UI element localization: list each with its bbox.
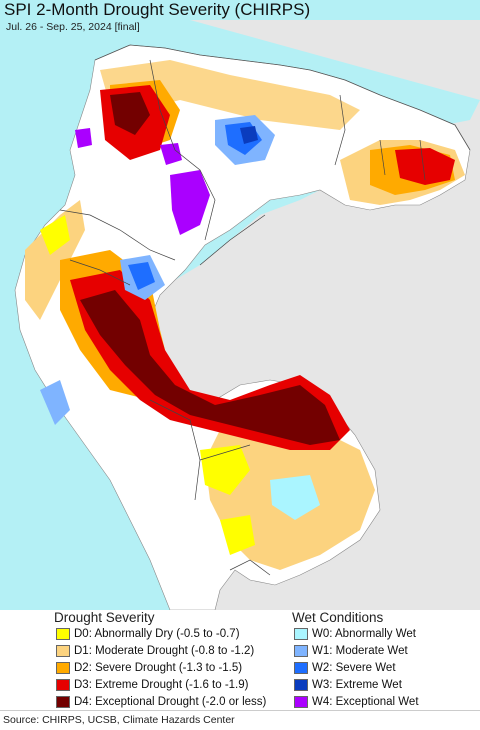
- source-text: Source: CHIRPS, UCSB, Climate Hazards Ce…: [3, 714, 235, 726]
- legend-item-d4: D4: Exceptional Drought (-2.0 or less): [56, 695, 266, 709]
- legend-item-d3: D3: Extreme Drought (-1.6 to -1.9): [56, 678, 248, 692]
- legend-label-d2: D2: Severe Drought (-1.3 to -1.5): [74, 662, 243, 674]
- legend-item-w1: W1: Moderate Wet: [294, 644, 408, 658]
- swatch-d0: [56, 628, 70, 640]
- d4-region-colombia: [110, 92, 150, 135]
- legend-item-w0: W0: Abnormally Wet: [294, 627, 416, 641]
- legend-item-d1: D1: Moderate Drought (-0.8 to -1.2): [56, 644, 254, 658]
- swatch-w4: [294, 696, 308, 708]
- d3-region-guiana: [395, 148, 455, 185]
- wet-legend-title: Wet Conditions: [292, 610, 384, 625]
- legend-label-d1: D1: Moderate Drought (-0.8 to -1.2): [74, 645, 255, 657]
- coastline: [94, 44, 471, 151]
- w3-region-1: [240, 126, 258, 144]
- swatch-w1: [294, 645, 308, 657]
- legend-label-d3: D3: Extreme Drought (-1.6 to -1.9): [74, 679, 249, 691]
- swatch-d3: [56, 679, 70, 691]
- w4-region-1: [170, 170, 210, 235]
- legend-label-d0: D0: Abnormally Dry (-0.5 to -0.7): [74, 628, 240, 640]
- legend-label-w0: W0: Abnormally Wet: [312, 628, 416, 640]
- w1-region-3: [40, 380, 70, 425]
- legend: Drought Severity Wet Conditions D0: Abno…: [0, 610, 480, 710]
- source-footer: Source: CHIRPS, UCSB, Climate Hazards Ce…: [0, 710, 480, 730]
- legend-label-d4: D4: Exceptional Drought (-2.0 or less): [74, 696, 267, 708]
- map-canvas: [0, 0, 480, 610]
- legend-item-d2: D2: Severe Drought (-1.3 to -1.5): [56, 661, 242, 675]
- map-title: SPI 2-Month Drought Severity (CHIRPS): [4, 0, 311, 19]
- w0-region-1: [270, 475, 320, 520]
- legend-label-w1: W1: Moderate Wet: [312, 645, 408, 657]
- legend-item-w2: W2: Severe Wet: [294, 661, 396, 675]
- country-borders: [59, 59, 426, 576]
- legend-item-d0: D0: Abnormally Dry (-0.5 to -0.7): [56, 627, 240, 641]
- d0-region-2: [40, 215, 70, 255]
- d1-region-coast: [25, 200, 85, 320]
- swatch-d1: [56, 645, 70, 657]
- legend-label-w3: W3: Extreme Wet: [312, 679, 402, 691]
- legend-label-w4: W4: Exceptional Wet: [312, 696, 419, 708]
- map-subtitle: Jul. 26 - Sep. 25, 2024 [final]: [6, 21, 140, 33]
- drought-legend-title: Drought Severity: [54, 610, 155, 625]
- swatch-w3: [294, 679, 308, 691]
- w4-region-3: [75, 128, 92, 148]
- swatch-w2: [294, 662, 308, 674]
- swatch-d4: [56, 696, 70, 708]
- d0-region-1: [200, 445, 250, 495]
- swatch-d2: [56, 662, 70, 674]
- legend-label-w2: W2: Severe Wet: [312, 662, 396, 674]
- d0-region-3: [220, 515, 255, 555]
- w2-region-2: [128, 262, 155, 290]
- w4-region-2: [160, 143, 182, 165]
- legend-item-w4: W4: Exceptional Wet: [294, 695, 419, 709]
- legend-item-w3: W3: Extreme Wet: [294, 678, 402, 692]
- swatch-w0: [294, 628, 308, 640]
- d1-region-north: [100, 60, 360, 130]
- drought-map: SPI 2-Month Drought Severity (CHIRPS) Ju…: [0, 0, 480, 610]
- d4-region-peru: [80, 290, 340, 445]
